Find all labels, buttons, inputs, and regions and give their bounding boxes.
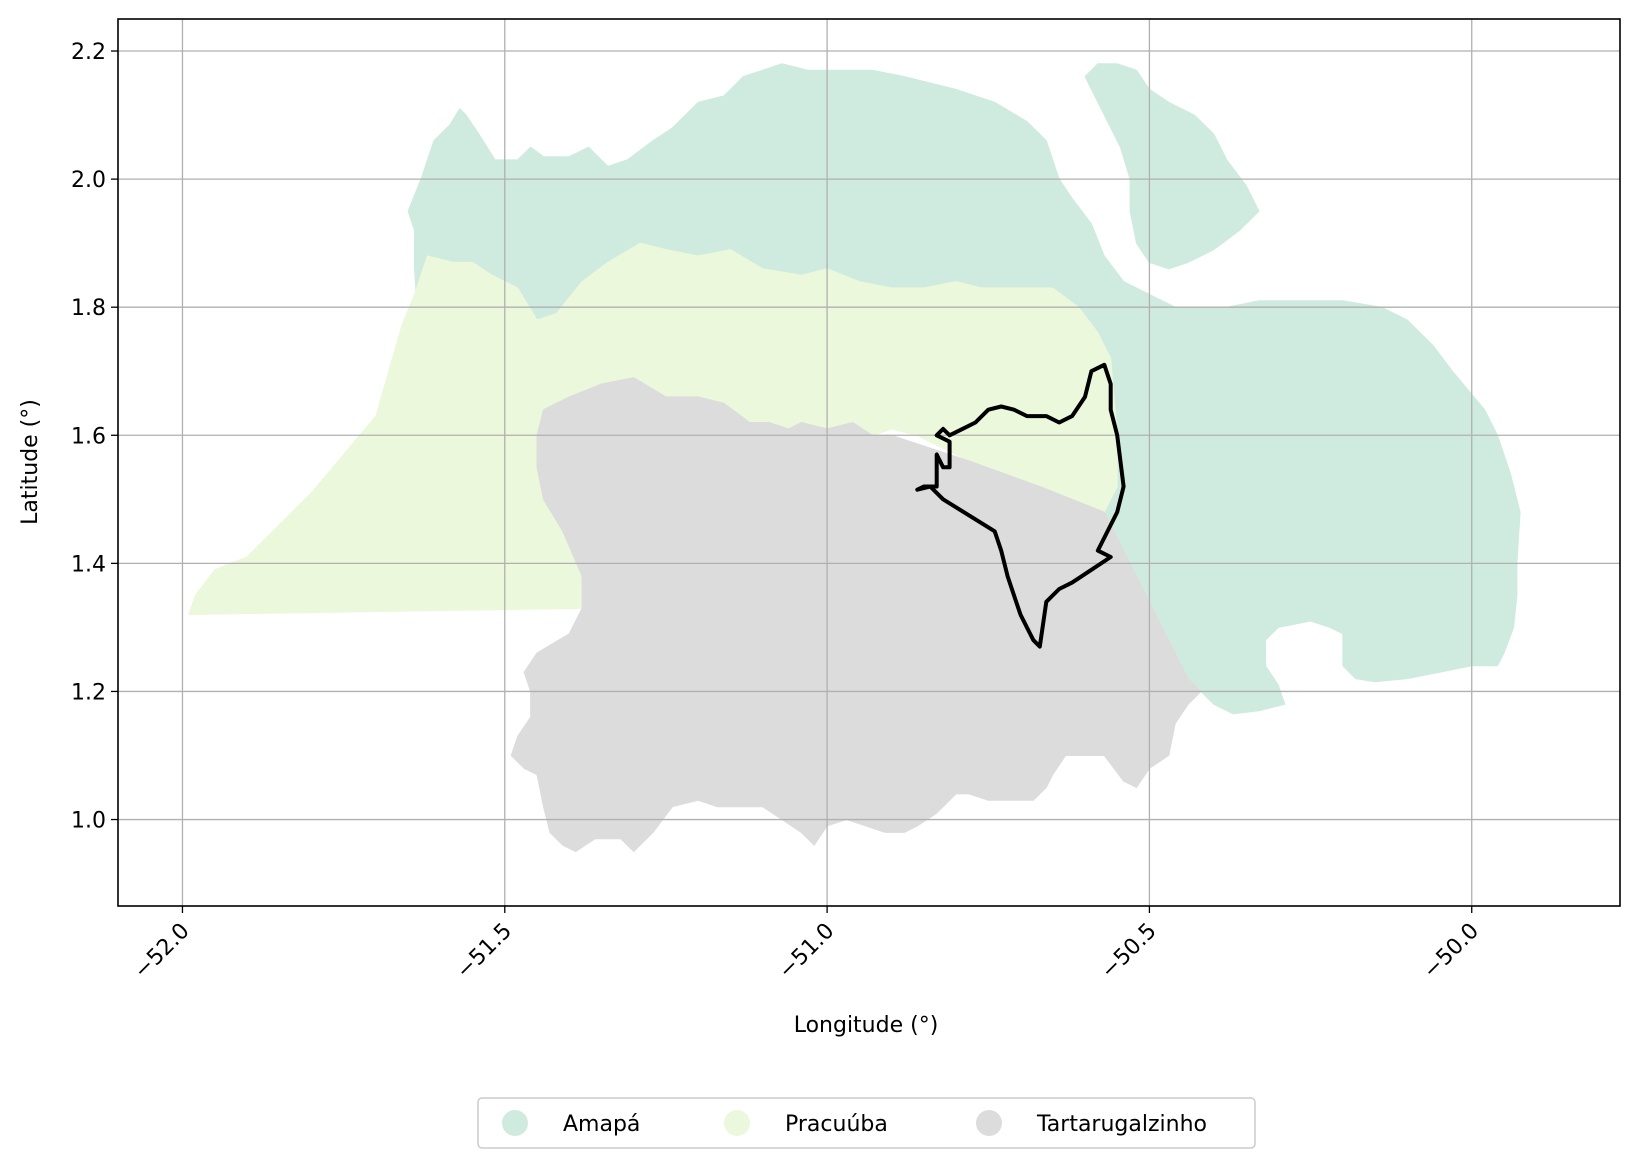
region-pracuuba xyxy=(188,242,1118,616)
y-tick-label: 2.2 xyxy=(71,40,106,65)
legend-marker-tartarugalzinho xyxy=(976,1110,1002,1136)
legend-label-amapa: Amapá xyxy=(563,1112,640,1137)
y-axis-label: Latitude (°) xyxy=(18,399,43,525)
y-tick-label: 1.2 xyxy=(71,680,106,705)
legend: Amapá Pracuúba Tartarugalzinho xyxy=(477,1097,1256,1149)
y-tick-label: 1.0 xyxy=(71,809,106,834)
outline-layer xyxy=(915,362,1126,649)
y-axis-ticks: 1.0 1.2 1.4 1.6 1.8 2.0 2.2 xyxy=(71,40,118,834)
plot-frame xyxy=(117,18,1621,907)
legend-marker-pracuuba xyxy=(724,1110,750,1136)
legend-marker-amapa xyxy=(502,1110,528,1136)
x-axis-label: Longitude (°) xyxy=(794,1013,939,1038)
legend-box xyxy=(477,1097,1256,1149)
region-amapa-part-2 xyxy=(1084,63,1260,270)
legend-label-pracuuba: Pracuúba xyxy=(785,1112,888,1137)
highlighted-boundary xyxy=(915,362,1126,649)
y-tick-label: 1.4 xyxy=(71,552,106,577)
y-tick-label: 2.0 xyxy=(71,168,106,193)
gridlines xyxy=(118,19,1620,906)
y-tick-label: 1.6 xyxy=(71,424,106,449)
legend-label-tartarugalzinho: Tartarugalzinho xyxy=(1036,1112,1207,1137)
regions-layer xyxy=(188,63,1521,853)
y-tick-label: 1.8 xyxy=(71,296,106,321)
